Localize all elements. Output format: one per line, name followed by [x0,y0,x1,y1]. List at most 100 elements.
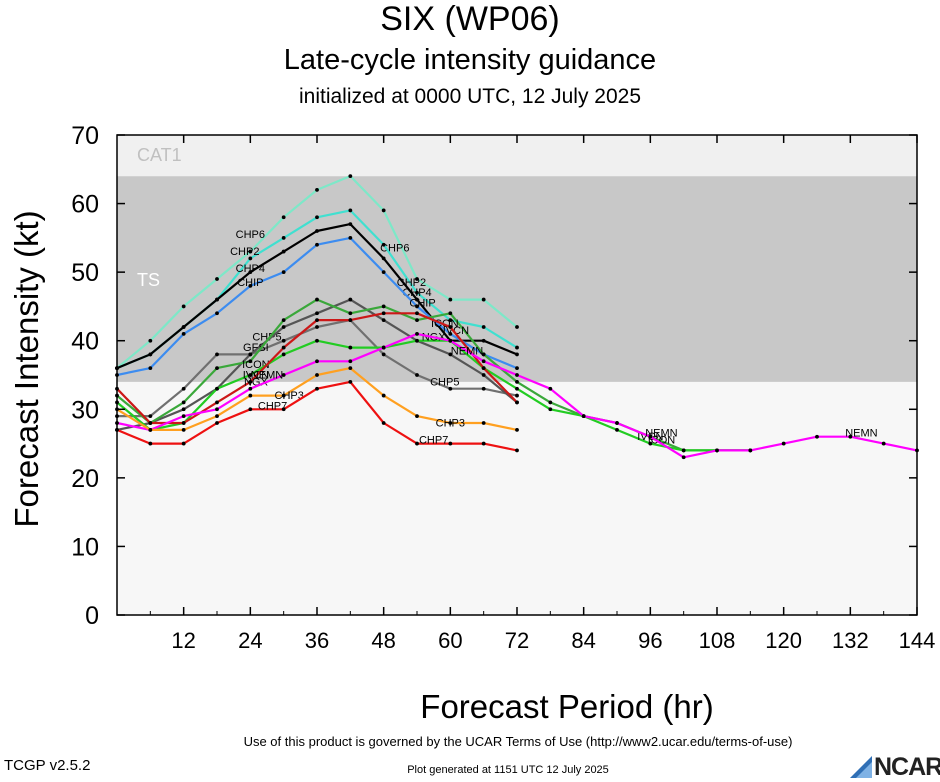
data-point [181,400,186,405]
data-point [381,242,386,247]
series-label-chp5: CHP5 [430,376,459,388]
data-point [481,373,486,377]
data-point [815,434,819,439]
data-point [248,407,253,412]
y-tick-label: 70 [71,122,99,150]
data-point [381,352,386,357]
series-label-chp7: CHP7 [258,400,287,412]
data-point [315,297,319,302]
y-tick-label: 10 [71,533,99,561]
data-point [415,338,419,343]
data-point [215,421,219,425]
data-point [381,256,386,261]
data-point [415,297,419,302]
data-point [515,345,519,350]
data-point [415,304,419,309]
data-point [348,379,353,384]
series-label-nemn: NEMN [451,345,483,357]
data-point [481,386,486,391]
chart-title: SIX (WP06) [380,0,560,38]
data-point [515,448,519,453]
data-point [515,373,519,377]
data-point [448,441,453,446]
data-point [315,338,319,343]
data-point [415,441,419,446]
data-point [248,393,253,398]
data-point [381,318,386,323]
data-point [548,386,553,391]
series-chp3: CHP3 CHP3 [115,366,519,432]
data-point [248,359,253,364]
data-point [181,414,186,419]
data-point [481,366,486,371]
data-point [181,325,186,329]
data-point [381,311,386,316]
data-point [415,311,419,316]
x-tick-label: 96 [638,628,662,653]
data-point [348,297,353,302]
data-point [748,448,753,453]
data-point [848,434,853,439]
data-point [381,421,386,425]
band-label-cat1: CAT1 [137,145,182,165]
data-point [515,352,519,357]
data-point [281,373,286,377]
data-point [715,448,719,453]
band-label-ts: TS [137,270,160,290]
data-point [148,352,153,357]
data-point [348,174,353,179]
x-tick-label: 12 [171,628,195,653]
data-point [215,311,219,316]
data-point [615,427,619,432]
data-point [248,256,253,261]
data-point [481,359,486,364]
data-point [181,407,186,412]
x-tick-label: 60 [438,628,462,653]
init-time-text: initialized at 0000 UTC, 12 July 2025 [298,85,642,108]
series-label-chip: CHIP [409,297,435,309]
data-point [515,366,519,371]
series-chip: CHIP CHIP [115,235,519,377]
data-point [348,366,353,371]
series-chp7: CHP7 CHP7 [115,379,519,453]
data-point [281,215,286,220]
data-point [648,441,653,446]
data-point [248,379,253,384]
data-point [281,249,286,254]
data-point [281,407,286,412]
data-point [381,304,386,309]
data-point [448,352,453,357]
chart-subtitle: Late-cycle intensity guidance [283,44,657,76]
data-point [181,421,186,425]
data-point [515,393,519,398]
data-point [448,311,453,316]
data-point [281,235,286,240]
data-point [348,222,353,227]
generated-time-text: Plot generated at 1151 UTC 12 July 2025 [407,764,609,776]
data-point [415,331,419,336]
data-point [315,318,319,323]
data-point [381,393,386,398]
series-label-nemn: NEMN [251,369,283,381]
ncar-logo-icon [850,756,872,778]
data-point [248,352,253,357]
data-point [481,441,486,446]
data-point [348,235,353,240]
data-point [148,421,153,425]
data-point [381,345,386,350]
data-point [448,318,453,323]
data-point [581,414,586,419]
series-label-chp4: CHP4 [402,287,431,299]
data-point [215,400,219,405]
data-point [281,338,286,343]
data-point [481,352,486,357]
y-tick-label: 0 [85,602,99,630]
data-point [381,270,386,275]
series-label-chp3: CHP3 [275,390,304,402]
series-label-chp2: CHP2 [230,246,259,258]
x-tick-label: 132 [832,628,869,653]
x-tick-label: 36 [305,628,329,653]
data-point [481,325,486,329]
series-label-chp6: CHP6 [236,229,265,241]
